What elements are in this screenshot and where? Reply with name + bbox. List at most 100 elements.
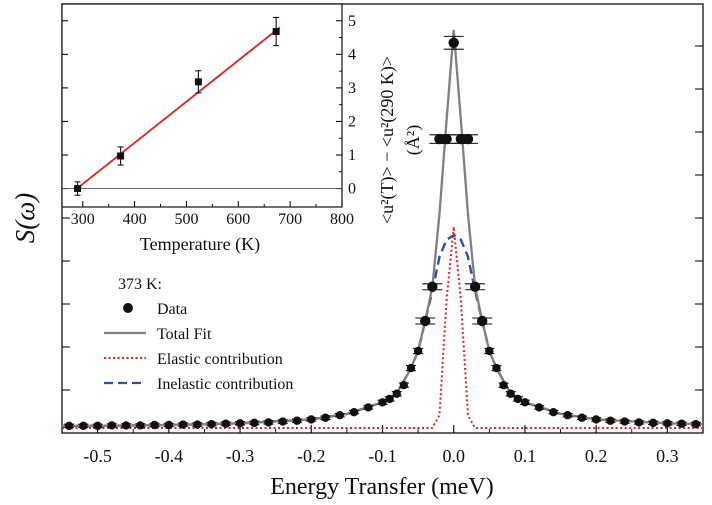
data-point [520, 398, 530, 407]
data-point [64, 421, 74, 431]
data-point [164, 420, 174, 430]
data-point [663, 419, 672, 428]
inset-background [62, 4, 342, 207]
series-line-elastic [62, 226, 703, 429]
data-point [250, 418, 259, 428]
data-point [477, 315, 488, 327]
data-point [406, 363, 416, 373]
legend-label-inelastic: Inelastic contribution [157, 376, 293, 393]
data-point [107, 421, 117, 430]
data-point [392, 389, 401, 398]
data-point [634, 418, 644, 427]
main-x-tick-label: -0.5 [83, 446, 112, 466]
inset-x-tick-label: 600 [226, 211, 250, 228]
data-point [178, 420, 188, 429]
legend-label-total-fit: Total Fit [157, 326, 212, 343]
main-x-tick-label: -0.1 [368, 446, 397, 466]
inset-plot-frame [61, 3, 343, 208]
data-point [235, 419, 245, 428]
legend: 373 K: Data Total Fit Elastic contributi… [104, 276, 293, 393]
data-point [577, 413, 587, 422]
data-point [79, 421, 88, 431]
data-point [469, 281, 481, 292]
data-point [221, 419, 231, 428]
inset-data-point [117, 152, 125, 160]
data-point [292, 416, 302, 425]
main-y-axis-label: S(ω) [10, 193, 40, 244]
data-point [349, 407, 359, 417]
inset-fit-line [74, 26, 281, 191]
data-point [207, 419, 216, 429]
data-point [434, 133, 445, 145]
legend-marker-data [123, 303, 133, 313]
data-point [677, 419, 686, 428]
main-x-tick-label: 0.0 [442, 446, 465, 466]
inset-y-axis-unit: (Å²) [403, 125, 424, 155]
main-x-axis-label: Energy Transfer (meV) [270, 474, 494, 500]
data-point [136, 421, 145, 430]
data-point [321, 413, 330, 422]
inset-series-group [62, 16, 342, 196]
data-point [455, 133, 467, 145]
data-point [499, 381, 508, 390]
data-point [93, 421, 102, 431]
main-x-tick-label: -0.3 [226, 446, 255, 466]
data-point [448, 37, 459, 48]
main-x-tick-label: -0.2 [297, 446, 326, 466]
data-point [121, 421, 131, 430]
data-point [264, 418, 273, 427]
data-point [549, 407, 558, 417]
inset-y-axis-label: <u²(T)> − <u²(290 K)> [377, 56, 398, 224]
data-point [385, 394, 394, 404]
inset-x-tick-label: 500 [174, 211, 198, 228]
inset-y-tick-label: 3 [348, 80, 356, 97]
legend-title: 373 K: [118, 276, 162, 293]
data-point [648, 418, 658, 428]
data-point [335, 410, 344, 420]
data-point [413, 346, 423, 356]
data-point [462, 133, 474, 145]
inset-axis-ticks: 300 400 500 600 700 800 0 1 2 3 4 5 [62, 13, 356, 228]
data-point [193, 420, 202, 429]
inset-x-tick-label: 400 [123, 211, 147, 228]
main-x-tick-label: -0.4 [155, 446, 184, 466]
data-point [378, 398, 387, 407]
data-point [485, 346, 494, 356]
data-point [441, 133, 452, 145]
inset-data-point [272, 28, 280, 36]
data-point [591, 415, 601, 424]
inset-y-tick-label: 2 [348, 113, 356, 130]
main-x-tick-label: 0.2 [585, 446, 608, 466]
inset-y-tick-label: 4 [348, 46, 356, 63]
inset-y-tick-label: 1 [348, 147, 356, 164]
data-point [150, 420, 159, 430]
data-point [563, 410, 572, 420]
data-point [691, 419, 701, 429]
data-point [420, 315, 431, 327]
data-point [534, 403, 544, 412]
data-point [492, 363, 501, 373]
main-x-tick-label: 0.1 [514, 446, 537, 466]
data-point [513, 394, 523, 404]
data-point [399, 381, 409, 390]
data-point [620, 417, 629, 426]
data-point [364, 403, 373, 412]
inset-data-point [74, 185, 82, 193]
inset-x-tick-label: 800 [330, 211, 354, 228]
data-point [307, 415, 316, 424]
main-x-tick-label: 0.3 [656, 446, 679, 466]
inset-y-tick-label: 5 [348, 13, 356, 30]
inset-x-axis-label: Temperature (K) [140, 234, 260, 255]
data-point [278, 417, 287, 426]
main-data-points [64, 35, 701, 431]
main-axis-ticks: -0.5 -0.4 -0.3 -0.2 -0.1 0.0 0.1 0.2 0.3 [61, 45, 703, 466]
data-point [606, 416, 615, 425]
inset-x-tick-label: 700 [278, 211, 302, 228]
inset-data-point [194, 78, 202, 86]
data-point [506, 389, 515, 398]
legend-label-elastic: Elastic contribution [157, 351, 283, 368]
legend-label-data: Data [157, 301, 187, 318]
inset-x-tick-label: 300 [71, 211, 95, 228]
